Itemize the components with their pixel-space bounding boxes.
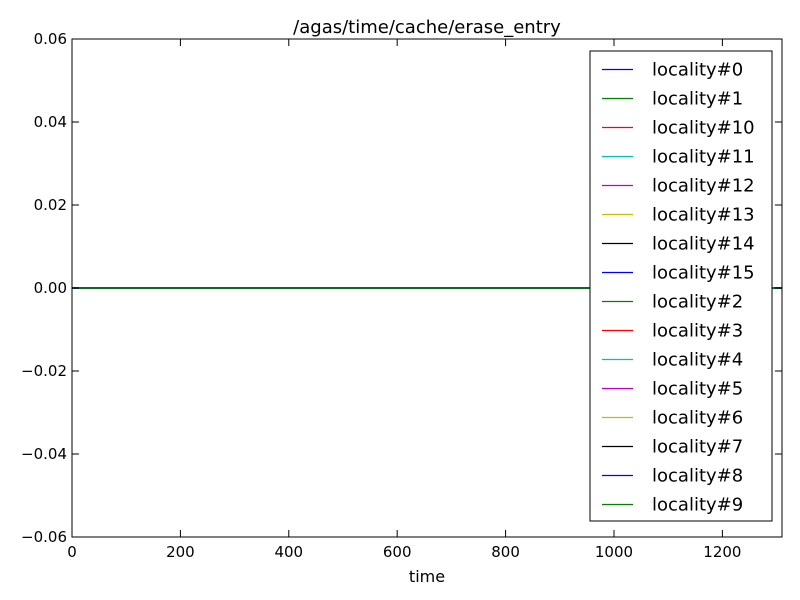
legend-item: locality#3 (602, 321, 743, 342)
y-tick-label: 0.04 (34, 113, 67, 131)
legend-label: locality#10 (652, 118, 755, 139)
legend-label: locality#4 (652, 350, 743, 371)
x-axis: 0 200 400 600 800 1000 1200 (67, 39, 741, 561)
legend-item: locality#9 (602, 495, 743, 516)
x-tick-label: 1200 (703, 543, 741, 561)
legend-label: locality#5 (652, 379, 743, 400)
legend-item: locality#10 (602, 118, 755, 139)
chart-title: /agas/time/cache/erase_entry (293, 17, 561, 38)
legend-item: locality#5 (602, 379, 743, 400)
y-tick-label: 0.00 (34, 279, 67, 297)
legend-item: locality#15 (602, 263, 755, 284)
x-tick-label: 400 (274, 543, 303, 561)
legend-label: locality#9 (652, 495, 743, 516)
x-tick-label: 200 (166, 543, 195, 561)
legend-item: locality#14 (602, 234, 755, 255)
legend-label: locality#0 (652, 60, 743, 81)
legend-label: locality#3 (652, 321, 743, 342)
legend-item: locality#4 (602, 350, 743, 371)
y-tick-label: −0.06 (21, 528, 67, 546)
legend-label: locality#2 (652, 292, 743, 313)
legend-item: locality#2 (602, 292, 743, 313)
legend-item: locality#12 (602, 176, 755, 197)
x-axis-label: time (409, 567, 445, 586)
y-tick-label: −0.04 (21, 445, 67, 463)
legend: locality#0 locality#1 locality#10 locality#… (589, 50, 773, 522)
legend-box (589, 50, 773, 522)
y-tick-label: −0.02 (21, 362, 67, 380)
y-axis: 0.06 0.04 0.02 0.00 −0.02 −0.04 −0.06 (21, 30, 782, 546)
legend-label: locality#13 (652, 205, 755, 226)
legend-label: locality#1 (652, 89, 743, 110)
x-tick-label: 1000 (595, 543, 633, 561)
legend-item: locality#1 (602, 89, 743, 110)
y-tick-label: 0.02 (34, 196, 67, 214)
legend-label: locality#12 (652, 176, 755, 197)
y-tick-label: 0.06 (34, 30, 67, 48)
legend-label: locality#7 (652, 437, 743, 458)
legend-item: locality#8 (602, 466, 743, 487)
legend-item: locality#7 (602, 437, 743, 458)
x-tick-label: 0 (67, 543, 77, 561)
legend-item: locality#11 (602, 147, 755, 168)
legend-label: locality#14 (652, 234, 755, 255)
x-tick-label: 600 (383, 543, 412, 561)
legend-item: locality#6 (602, 408, 743, 429)
legend-label: locality#6 (652, 408, 743, 429)
legend-item: locality#13 (602, 205, 755, 226)
legend-item: locality#0 (602, 60, 743, 81)
legend-label: locality#11 (652, 147, 755, 168)
x-tick-label: 800 (491, 543, 520, 561)
legend-label: locality#8 (652, 466, 743, 487)
legend-label: locality#15 (652, 263, 755, 284)
